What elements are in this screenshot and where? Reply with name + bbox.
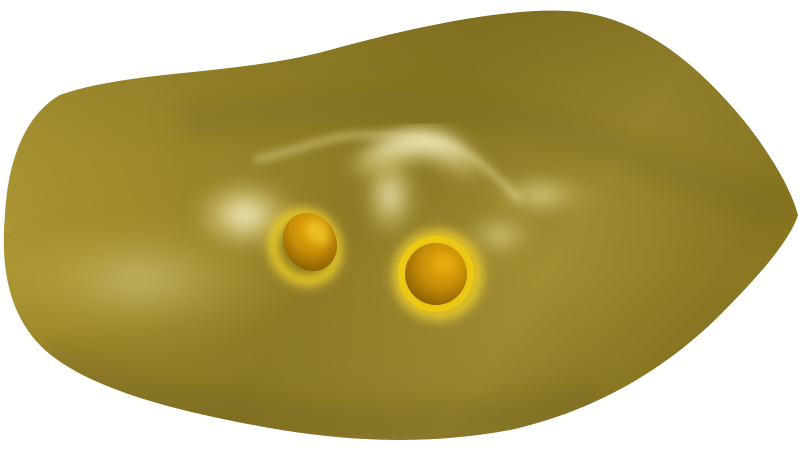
left-hole: [261, 201, 349, 293]
right-hole: [386, 223, 490, 327]
